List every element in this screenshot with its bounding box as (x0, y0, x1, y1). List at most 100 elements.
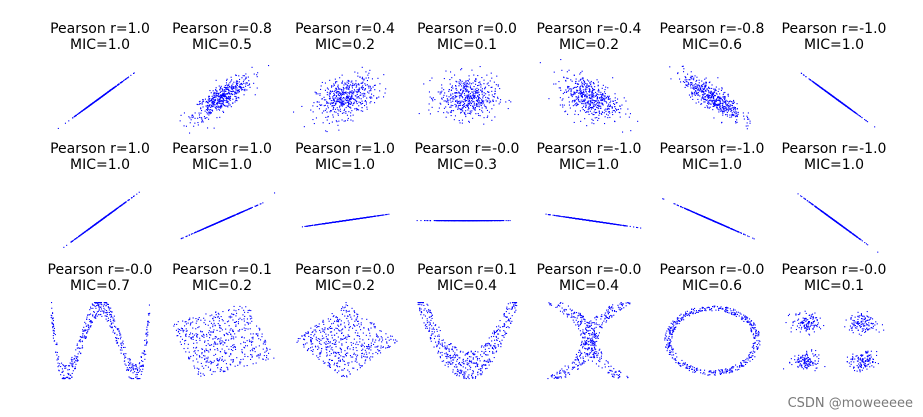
scatter-point (439, 102, 441, 104)
scatter-point (226, 97, 228, 99)
scatter-point (437, 91, 439, 93)
scatter-point (121, 81, 123, 83)
scatter-point (700, 89, 702, 91)
scatter-point (239, 86, 241, 88)
scatter-point (343, 94, 345, 96)
scatter-point (208, 97, 210, 99)
scatter-point (210, 225, 212, 227)
scatter-point (353, 218, 355, 220)
scatter-point (702, 88, 704, 90)
scatter-point (371, 216, 373, 218)
scatter-point (225, 105, 227, 107)
scatter-point (310, 225, 312, 227)
scatter-point (213, 103, 215, 105)
scatter-point (342, 103, 344, 105)
scatter-point (186, 235, 188, 237)
scatter-point (561, 104, 563, 106)
scatter-point (593, 111, 595, 113)
scatter-point (734, 116, 736, 118)
scatter-point (688, 79, 690, 81)
scatter-point (366, 80, 368, 82)
scatter-point (344, 120, 346, 122)
scatter-point (222, 89, 224, 91)
scatter-point (117, 207, 119, 209)
scatter-point (690, 87, 692, 89)
scatter-point (464, 99, 466, 101)
scatter-point (575, 105, 577, 107)
scatter-point (688, 94, 690, 96)
scatter-point (558, 87, 560, 89)
scatter-point (601, 94, 603, 96)
scatter-point (349, 93, 351, 95)
scatter-point (354, 99, 356, 101)
scatter-point (718, 88, 720, 90)
scatter-point (589, 104, 591, 106)
scatter-point (613, 110, 615, 112)
scatter-point (701, 80, 703, 82)
scatter-point (224, 219, 226, 221)
scatter-point (726, 105, 728, 107)
scatter-point (691, 95, 693, 97)
scatter-point (337, 124, 339, 126)
scatter-point (124, 78, 126, 80)
scatter-point (341, 82, 343, 84)
scatter-point (593, 82, 595, 84)
scatter-point (101, 219, 103, 221)
scatter-point (703, 88, 705, 90)
scatter-point (213, 127, 215, 129)
scatter-point (611, 111, 613, 113)
scatter-point (582, 103, 584, 105)
scatter-point (458, 91, 460, 93)
scatter-point (348, 100, 350, 102)
scatter-point (246, 82, 248, 84)
scatter-point (250, 207, 252, 209)
scatter-point (609, 116, 611, 118)
scatter-point (592, 87, 594, 89)
scatter-point (455, 106, 457, 108)
scatter-point (229, 90, 231, 92)
scatter-point (364, 95, 366, 97)
scatter-point (222, 110, 224, 112)
scatter-point (346, 87, 348, 89)
scatter-point (209, 111, 211, 113)
scatter-point (224, 85, 226, 87)
scatter-point (226, 88, 228, 90)
scatter-point (460, 111, 462, 113)
scatter-point (85, 230, 87, 232)
scatter-point (601, 102, 603, 104)
scatter-point (698, 101, 700, 103)
scatter-point (491, 119, 493, 121)
scatter-point (686, 81, 688, 83)
scatter-point (737, 112, 739, 114)
scatter-point (823, 89, 825, 91)
scatter-point (193, 125, 195, 127)
scatter-point (587, 102, 589, 104)
scatter-point (123, 79, 125, 81)
scatter-point (497, 96, 499, 98)
scatter-point (593, 95, 595, 97)
scatter-point (215, 79, 217, 81)
scatter-point (100, 219, 102, 221)
scatter-point (471, 91, 473, 93)
scatter-point (204, 117, 206, 119)
scatter-point (346, 114, 348, 116)
scatter-point (346, 96, 348, 98)
scatter-point (225, 87, 227, 89)
scatter-point (452, 100, 454, 102)
scatter-point (467, 96, 469, 98)
scatter-point (80, 234, 82, 236)
scatter-point (351, 110, 353, 112)
scatter-point (476, 91, 478, 93)
scatter-point (344, 91, 346, 93)
scatter-point (719, 96, 721, 98)
scatter-point (729, 104, 731, 106)
scatter-point (595, 95, 597, 97)
scatter-point (339, 106, 341, 108)
scatter-point (708, 94, 710, 96)
scatter-point (696, 93, 698, 95)
scatter-point (376, 215, 378, 217)
scatter-point (559, 104, 561, 106)
scatter-point (196, 103, 198, 105)
scatter-point (360, 103, 362, 105)
scatter-point (568, 96, 570, 98)
